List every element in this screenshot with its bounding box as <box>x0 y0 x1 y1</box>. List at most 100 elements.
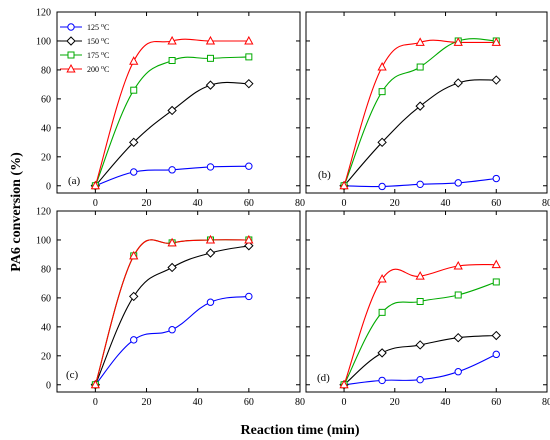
data-point <box>167 262 177 273</box>
x-tick-label: 40 <box>441 397 451 408</box>
data-point <box>130 86 138 94</box>
data-point <box>130 336 138 344</box>
panel-frame <box>305 210 548 393</box>
data-point <box>206 54 214 62</box>
data-point <box>453 332 463 343</box>
data-point <box>339 180 349 190</box>
series-line <box>343 79 497 187</box>
series-line <box>343 38 497 187</box>
data-point <box>377 348 387 358</box>
data-point <box>130 168 138 176</box>
data-point <box>453 37 463 46</box>
legend-entry: 175 oC <box>60 51 109 60</box>
x-tick-label: 0 <box>342 198 347 209</box>
panel-frame <box>56 210 301 393</box>
data-point <box>205 80 216 90</box>
data-point <box>90 379 101 389</box>
data-point <box>416 298 424 305</box>
panel-a: 0 20 40 60 80 0 20 40 60 80 100 120 (a) <box>36 8 305 210</box>
x-tick-label: 20 <box>142 198 152 209</box>
panel-frame <box>305 11 548 194</box>
data-point <box>245 292 253 301</box>
data-point <box>244 78 254 89</box>
legend-label: 200 oC <box>87 65 109 74</box>
legend-label: 175 oC <box>87 51 109 60</box>
x-tick-label: 80 <box>295 198 305 209</box>
data-point <box>377 137 387 148</box>
y-tick-label: 60 <box>41 94 51 105</box>
data-point <box>492 174 500 183</box>
legend-entry: 200 oC <box>60 63 109 74</box>
x-tick-label: 0 <box>342 397 347 408</box>
data-point <box>415 271 425 280</box>
x-tick-label: 40 <box>441 198 451 209</box>
panel-label: (d) <box>317 372 330 384</box>
y-tick-label: 0 <box>46 181 51 192</box>
data-point <box>244 241 254 251</box>
data-point <box>90 180 101 190</box>
series-line <box>343 264 497 385</box>
data-point <box>416 375 424 384</box>
y-tick-label: 20 <box>41 351 51 362</box>
panel-d: 0 20 40 60 80 (d) <box>305 210 550 408</box>
data-point <box>453 78 463 88</box>
x-tick-label: 60 <box>244 397 254 408</box>
series-line <box>94 38 249 186</box>
data-point <box>206 298 215 306</box>
data-point <box>415 101 425 111</box>
data-point <box>378 376 386 385</box>
data-point <box>454 368 462 376</box>
data-point <box>244 35 254 45</box>
y-tick-label: 80 <box>41 264 51 275</box>
x-tick-label: 0 <box>93 198 98 209</box>
data-point <box>453 260 463 270</box>
data-point <box>454 179 462 187</box>
y-tick-label: 0 <box>46 380 51 391</box>
data-point <box>492 278 500 286</box>
x-tick-label: 80 <box>542 198 550 209</box>
data-point <box>129 291 139 302</box>
data-point <box>491 75 501 85</box>
data-point <box>167 237 177 247</box>
panel-b: 0 20 40 60 80 (b) <box>305 11 550 209</box>
data-point <box>129 56 139 65</box>
x-tick-label: 60 <box>491 397 501 408</box>
x-tick-label: 20 <box>390 198 400 209</box>
x-tick-label: 20 <box>390 397 400 408</box>
y-tick-label: 80 <box>41 65 51 76</box>
y-tick-label: 100 <box>36 36 51 47</box>
data-point <box>416 180 424 189</box>
data-point <box>416 63 424 71</box>
data-point <box>205 234 216 244</box>
data-point <box>377 61 387 71</box>
data-point <box>491 330 501 341</box>
y-tick-label: 20 <box>41 152 51 163</box>
x-tick-label: 60 <box>244 198 254 209</box>
series-line <box>94 239 249 385</box>
data-point <box>415 37 425 46</box>
legend-marker <box>67 23 75 31</box>
series-line <box>343 39 497 186</box>
legend-label: 125 oC <box>87 23 109 32</box>
data-point <box>491 259 501 269</box>
legend-entry: 125 oC <box>60 23 109 32</box>
data-point <box>377 274 387 283</box>
legend-marker <box>66 36 76 46</box>
series-line <box>94 295 249 386</box>
y-tick-label: 120 <box>36 8 51 19</box>
x-tick-label: 40 <box>193 397 203 408</box>
data-point <box>167 35 177 45</box>
data-point <box>492 350 500 359</box>
y-tick-label: 100 <box>36 235 51 246</box>
x-tick-label: 80 <box>295 397 305 408</box>
data-point <box>244 234 254 244</box>
y-tick-label: 40 <box>41 123 51 134</box>
data-point <box>415 340 425 350</box>
legend-label: 150 oC <box>87 37 109 46</box>
data-point <box>378 88 386 96</box>
x-tick-label: 0 <box>93 397 98 408</box>
legend-marker <box>67 51 75 59</box>
data-point <box>205 248 216 258</box>
